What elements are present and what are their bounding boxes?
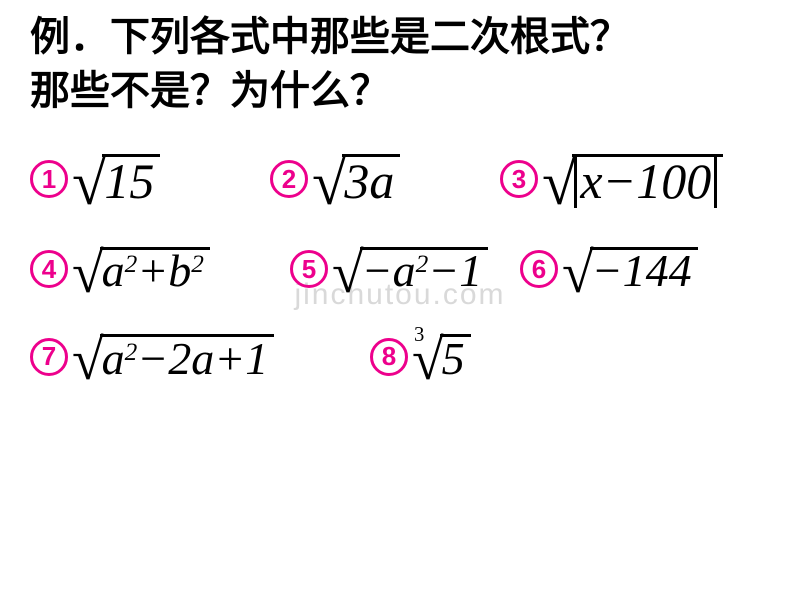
radicand: −a2−1	[360, 247, 489, 294]
radicand: 3a	[342, 154, 400, 205]
sqrt-expression: √a2 + b2	[72, 241, 210, 299]
sqrt-expression: √a2−2a+1	[72, 328, 274, 386]
expression-item: 83√5	[370, 328, 570, 386]
radicand: a2 + b2	[100, 247, 210, 294]
radicand: x−100	[572, 154, 723, 205]
item-number-badge: 4	[30, 250, 68, 288]
expression-item: 4√a2 + b2	[30, 241, 290, 299]
sqrt-expression: √−a2−1	[332, 241, 488, 299]
radical-sign-icon: √	[542, 152, 576, 215]
sqrt-expression: √3a	[312, 148, 400, 211]
sqrt-expression: √x−100	[542, 148, 723, 211]
radical-sign-icon: √	[72, 152, 106, 215]
item-number-badge: 8	[370, 338, 408, 376]
radicand: 15	[102, 154, 160, 205]
expression-item: 3√x−100	[500, 148, 750, 211]
expression-row: 1√152√3a3√x−100	[30, 148, 770, 211]
radical-sign-icon: √	[312, 152, 346, 215]
expression-item: 1√15	[30, 148, 270, 211]
expression-row: 4√a2 + b25√−a2−16√−144	[30, 241, 770, 299]
question-title: 例．下列各式中那些是二次根式？ 那些不是？为什么？	[30, 10, 770, 118]
item-number-badge: 2	[270, 160, 308, 198]
title-line-1: 例．下列各式中那些是二次根式？	[30, 10, 770, 64]
sqrt-expression: 3√5	[412, 328, 471, 386]
expression-item: 2√3a	[270, 148, 500, 211]
radicand: a2−2a+1	[100, 334, 275, 381]
slide-page: 例．下列各式中那些是二次根式？ 那些不是？为什么？ jinchutou.com …	[0, 0, 800, 600]
title-line-2: 那些不是？为什么？	[30, 64, 770, 118]
item-number-badge: 1	[30, 160, 68, 198]
expression-item: 5√−a2−1	[290, 241, 520, 299]
expression-row: 7√a2−2a+183√5	[30, 328, 770, 386]
expression-item: 7√a2−2a+1	[30, 328, 370, 386]
item-number-badge: 6	[520, 250, 558, 288]
sqrt-expression: √15	[72, 148, 160, 211]
item-number-badge: 5	[290, 250, 328, 288]
radicand: 5	[440, 334, 471, 381]
sqrt-expression: √−144	[562, 241, 698, 299]
expression-grid: 1√152√3a3√x−1004√a2 + b25√−a2−16√−1447√a…	[30, 148, 770, 386]
expression-item: 6√−144	[520, 241, 750, 299]
item-number-badge: 3	[500, 160, 538, 198]
radicand: −144	[590, 247, 698, 294]
item-number-badge: 7	[30, 338, 68, 376]
